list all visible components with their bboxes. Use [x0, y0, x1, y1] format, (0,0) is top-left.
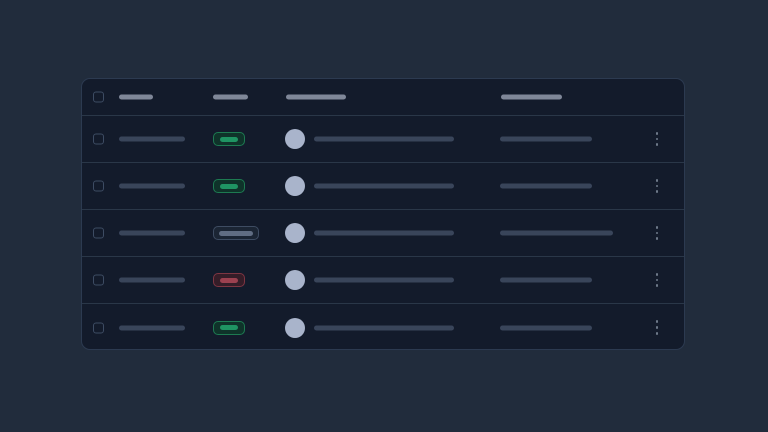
- status-badge-danger: [213, 273, 245, 287]
- cell-text-placeholder: [119, 230, 185, 236]
- header-col-3-placeholder: [286, 94, 346, 100]
- cell-text-placeholder: [500, 183, 592, 189]
- cell-text-placeholder: [119, 183, 185, 189]
- table-header-row: [82, 79, 684, 116]
- row-actions-kebab-menu-icon[interactable]: [647, 174, 667, 198]
- select-all-checkbox[interactable]: [93, 91, 104, 103]
- header-col-2-placeholder: [213, 94, 248, 100]
- avatar: [285, 129, 305, 149]
- status-badge-label-placeholder: [220, 183, 238, 189]
- status-badge-success: [213, 320, 245, 335]
- header-col-4-placeholder: [501, 94, 562, 100]
- cell-text-placeholder: [500, 136, 592, 142]
- cell-text-placeholder: [119, 325, 185, 330]
- table-row: [82, 163, 684, 210]
- row-checkbox[interactable]: [93, 322, 104, 333]
- cell-text-placeholder: [314, 183, 454, 189]
- table-body: [82, 116, 684, 349]
- table-row: [82, 257, 684, 304]
- cell-text-placeholder: [314, 136, 454, 142]
- header-col-1-placeholder: [119, 94, 153, 100]
- status-badge-label-placeholder: [220, 136, 238, 142]
- row-actions-kebab-menu-icon[interactable]: [647, 127, 667, 151]
- table-row: [82, 210, 684, 257]
- status-badge-label-placeholder: [219, 230, 253, 236]
- row-checkbox[interactable]: [93, 180, 104, 192]
- row-checkbox[interactable]: [93, 133, 104, 145]
- avatar: [285, 176, 305, 196]
- table-row: [82, 116, 684, 163]
- cell-text-placeholder: [314, 325, 454, 330]
- cell-text-placeholder: [500, 230, 613, 236]
- avatar: [285, 317, 305, 338]
- cell-text-placeholder: [500, 325, 592, 330]
- row-checkbox[interactable]: [93, 274, 104, 286]
- cell-text-placeholder: [314, 230, 454, 236]
- avatar: [285, 223, 305, 243]
- data-table-card: [81, 78, 685, 350]
- row-checkbox[interactable]: [93, 227, 104, 239]
- cell-text-placeholder: [119, 136, 185, 142]
- cell-text-placeholder: [314, 277, 454, 283]
- status-badge-success: [213, 132, 245, 146]
- row-actions-kebab-menu-icon[interactable]: [647, 221, 667, 245]
- cell-text-placeholder: [119, 277, 185, 283]
- status-badge-neutral: [213, 226, 259, 240]
- table-row: [82, 304, 684, 349]
- status-badge-success: [213, 179, 245, 193]
- row-actions-kebab-menu-icon[interactable]: [647, 316, 667, 340]
- status-badge-label-placeholder: [220, 325, 238, 330]
- avatar: [285, 270, 305, 290]
- row-actions-kebab-menu-icon[interactable]: [647, 268, 667, 292]
- cell-text-placeholder: [500, 277, 592, 283]
- status-badge-label-placeholder: [220, 277, 238, 283]
